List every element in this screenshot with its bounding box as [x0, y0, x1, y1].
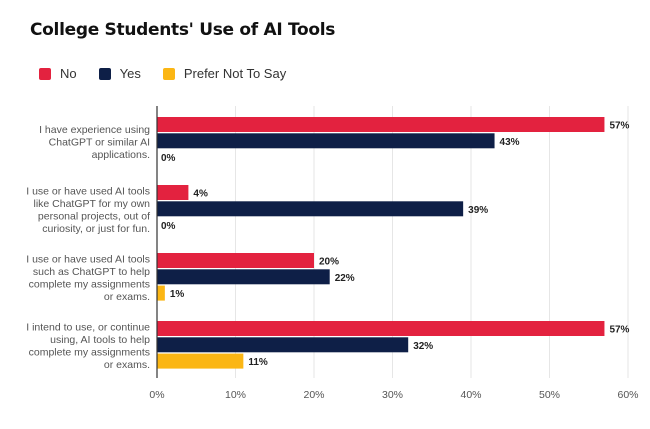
x-tick-label: 60% [617, 389, 638, 401]
category-label: I intend to use, or continue [26, 322, 150, 334]
category-label: like ChatGPT for my own [33, 198, 150, 210]
x-tick-label: 0% [149, 389, 164, 401]
data-label: 39% [468, 205, 488, 216]
category-label: applications. [92, 149, 150, 161]
x-tick-label: 10% [225, 389, 246, 401]
legend-swatch-prefer-not [162, 67, 175, 80]
category-label: I have experience using [39, 124, 150, 136]
legend-label: No [60, 66, 77, 81]
category-label: I use or have used AI tools [26, 186, 150, 198]
x-tick-label: 40% [460, 389, 481, 401]
legend-swatch-yes [98, 67, 111, 80]
data-label: 22% [335, 273, 355, 284]
data-label: 0% [161, 221, 176, 232]
legend-item-no[interactable]: No [39, 66, 77, 81]
legend-swatch-no [39, 67, 51, 80]
bar-no [157, 185, 189, 200]
bar-prefer-not-to-say [157, 285, 165, 301]
x-tick-label: 30% [382, 389, 403, 401]
x-tick-label: 50% [539, 389, 560, 401]
x-tick-label: 20% [303, 389, 324, 401]
legend-label: Yes [119, 66, 141, 81]
bar-no [157, 117, 605, 132]
bar-yes [157, 269, 330, 285]
legend-item-yes[interactable]: Yes [98, 66, 141, 81]
category-label: personal projects, out of [38, 211, 150, 223]
category-label: curiosity, or just for fun. [42, 223, 150, 235]
bar-yes [157, 201, 464, 217]
bar-no [157, 321, 605, 336]
category-label: complete my assignments [29, 279, 150, 291]
data-label: 20% [319, 257, 339, 268]
legend-item-prefer-not-to-say[interactable]: Prefer Not To Say [162, 66, 287, 81]
bar-yes [157, 337, 409, 353]
bar-prefer-not-to-say [157, 353, 244, 369]
data-label: 57% [609, 121, 629, 132]
bar-no [157, 253, 314, 268]
category-label: such as ChatGPT to help [33, 266, 150, 278]
data-label: 57% [609, 325, 629, 336]
category-label: ChatGPT or similar AI [49, 136, 150, 148]
chart-title: College Students' Use of AI Tools [30, 20, 336, 40]
legend-label: Prefer Not To Say [183, 66, 287, 81]
category-label: I use or have used AI tools [26, 254, 150, 266]
category-label: or exams. [104, 359, 150, 371]
category-label: using, AI tools to help [50, 334, 150, 346]
data-label: 4% [193, 189, 208, 200]
legend: No Yes Prefer Not To Say [39, 66, 286, 81]
data-label: 11% [248, 357, 268, 368]
data-label: 32% [413, 341, 433, 352]
category-label: or exams. [104, 291, 150, 303]
data-label: 43% [500, 137, 520, 148]
data-label: 1% [170, 289, 185, 300]
category-label: complete my assignments [29, 347, 150, 359]
bar-yes [157, 133, 495, 149]
data-label: 0% [161, 153, 176, 164]
